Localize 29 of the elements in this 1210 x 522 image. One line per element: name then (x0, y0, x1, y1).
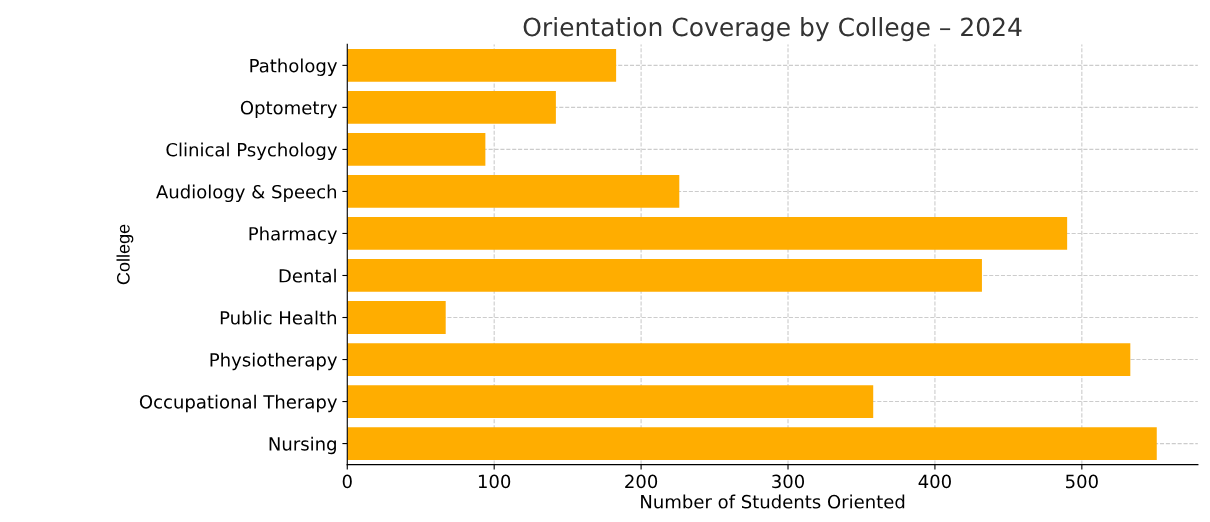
y-tick-label: Physiotherapy (210, 352, 338, 371)
bar (347, 48, 617, 82)
x-tick-label: 400 (918, 474, 951, 489)
bar (347, 343, 1131, 376)
y-tick-label: Pharmacy (249, 226, 338, 245)
x-tick-label: 0 (342, 474, 352, 489)
y-tick-label: Audiology & Speech (156, 184, 337, 203)
bar (347, 259, 982, 292)
x-tick-label: 100 (478, 474, 511, 489)
bar (347, 427, 1157, 460)
y-axis-title: College (116, 224, 134, 285)
bar (347, 301, 446, 334)
y-tick-label: Clinical Psychology (166, 142, 338, 161)
bar (347, 91, 556, 124)
bar (347, 175, 680, 208)
x-tick-label: 500 (1066, 474, 1098, 489)
x-tick-label: 300 (772, 474, 805, 489)
y-tick-label: Pathology (250, 58, 338, 76)
y-tick-label: Nursing (269, 436, 336, 455)
bar (347, 217, 1068, 250)
y-tick-label: Public Health (220, 310, 337, 325)
y-tick-label: Optometry (240, 100, 338, 119)
x-axis-title: Number of Students Oriented (641, 494, 905, 509)
chart-title: Orientation Coverage by College – 2024 (523, 17, 1022, 42)
y-tick-label: Dental (279, 268, 336, 283)
y-tick-label: Occupational Therapy (139, 394, 338, 413)
bar (347, 385, 874, 418)
x-tick-label: 200 (625, 474, 658, 489)
bar (347, 133, 486, 166)
